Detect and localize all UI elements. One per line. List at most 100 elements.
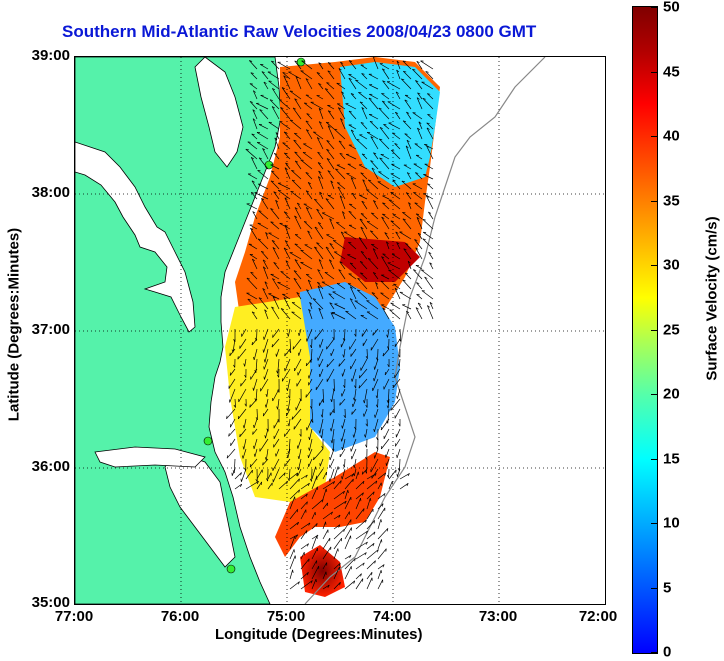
velocity-arrow-head [309, 559, 310, 562]
velocity-arrow [367, 578, 372, 589]
velocity-arrow-head [386, 549, 387, 552]
map-plot-area[interactable] [74, 56, 606, 605]
velocity-arrow [378, 349, 379, 360]
colorbar-tick-mark [651, 201, 657, 202]
velocity-arrow [241, 469, 246, 482]
velocity-arrow [290, 582, 300, 589]
ytick-label: 36:00 [32, 458, 70, 475]
velocity-arrow [231, 439, 235, 446]
velocity-arrow [367, 572, 372, 579]
velocity-arrow-head [238, 416, 239, 419]
velocity-arrow [367, 520, 375, 529]
velocity-arrow-head [308, 376, 309, 379]
velocity-arrow-head [252, 342, 253, 345]
velocity-arrow-head [352, 412, 353, 415]
velocity-arrow-head [397, 474, 398, 477]
velocity-arrow [367, 532, 375, 539]
colorbar-tick-label: 40 [663, 128, 680, 145]
velocity-arrow-head [358, 92, 361, 93]
colorbar-tick-label: 50 [663, 0, 680, 16]
colorbar-tick-label: 30 [663, 257, 680, 274]
colorbar-tick-label: 20 [663, 386, 680, 403]
velocity-arrow [405, 273, 411, 279]
velocity-arrow [345, 459, 346, 467]
velocity-arrow [378, 549, 386, 559]
velocity-arrow [397, 449, 400, 458]
velocity-arrow-head [253, 432, 254, 435]
velocity-arrow-head [320, 345, 321, 348]
velocity-arrow [397, 389, 400, 399]
colorbar-tick-label: 15 [663, 450, 680, 467]
velocity-arrow-head [402, 212, 405, 213]
velocity-arrow-head [297, 446, 298, 449]
velocity-arrow [230, 419, 235, 427]
radar-station-1 [297, 58, 305, 66]
colorbar-tick-mark [651, 136, 657, 137]
velocity-arrow-head [397, 455, 398, 458]
velocity-arrow [378, 519, 381, 529]
colorbar-tick-mark [651, 459, 657, 460]
velocity-arrow-head [258, 170, 261, 171]
map-svg [75, 57, 605, 604]
velocity-arrow-head [250, 84, 253, 85]
velocity-arrow-head [238, 356, 239, 359]
velocity-arrow [334, 538, 342, 549]
velocity-arrow-head [329, 479, 330, 482]
velocity-arrow-head [364, 509, 365, 512]
velocity-arrow [400, 292, 411, 299]
velocity-arrow [402, 305, 411, 309]
radar-station-3 [204, 437, 212, 445]
velocity-arrow-head [374, 367, 375, 370]
xtick-label: 75:00 [267, 608, 305, 625]
colorbar-tick-mark [651, 330, 657, 331]
velocity-arrow [227, 449, 235, 458]
velocity-arrow [330, 459, 334, 468]
velocity-arrow-head [301, 250, 304, 251]
velocity-arrow [356, 563, 364, 569]
velocity-arrow-head [293, 346, 294, 349]
xtick-label: 74:00 [373, 608, 411, 625]
ytick-label: 37:00 [32, 321, 70, 338]
velocity-arrow-head [276, 354, 277, 357]
velocity-arrow-head [306, 274, 309, 275]
xtick-label: 77:00 [55, 608, 93, 625]
velocity-arrow [384, 429, 389, 439]
radar-station-4 [227, 565, 235, 573]
velocity-arrow-head [264, 367, 265, 370]
velocity-arrow-head [339, 364, 340, 367]
ytick-label: 39:00 [32, 47, 70, 64]
velocity-arrow [403, 280, 411, 289]
velocity-arrow-head [366, 190, 369, 191]
velocity-arrow-head [315, 337, 316, 340]
velocity-arrow-head [290, 120, 293, 121]
colorbar-tick-mark [651, 394, 657, 395]
velocity-arrow [425, 277, 433, 289]
velocity-arrow [422, 291, 433, 299]
x-axis-label: Longitude (Degrees:Minutes) [215, 626, 423, 643]
velocity-arrow [400, 329, 401, 341]
colorbar-tick-label: 35 [663, 192, 680, 209]
velocity-arrow [423, 219, 433, 229]
velocity-arrow [378, 528, 388, 539]
velocity-arrow [334, 549, 338, 560]
colorbar-tick-mark [651, 7, 657, 8]
velocity-arrow [323, 538, 330, 549]
velocity-arrow [290, 570, 293, 579]
colorbar-tick-label: 45 [663, 63, 680, 80]
velocity-arrow-head [297, 509, 298, 512]
velocity-arrow [421, 61, 434, 69]
y-axis-label: Latitude (Degrees:Minutes) [6, 225, 23, 425]
velocity-arrow-head [397, 396, 398, 399]
velocity-arrow-head [393, 385, 394, 388]
velocity-arrow [378, 580, 383, 589]
velocity-arrow [323, 530, 328, 539]
velocity-arrow-head [264, 377, 265, 380]
velocity-arrow [395, 439, 400, 446]
velocity-arrow [330, 449, 334, 460]
velocity-arrow-head [391, 408, 392, 411]
velocity-arrow-head [302, 61, 305, 62]
velocity-arrow-head [298, 353, 299, 356]
velocity-arrow-head [295, 244, 298, 245]
velocity-arrow-head [330, 457, 331, 460]
velocity-arrow-head [381, 570, 382, 573]
